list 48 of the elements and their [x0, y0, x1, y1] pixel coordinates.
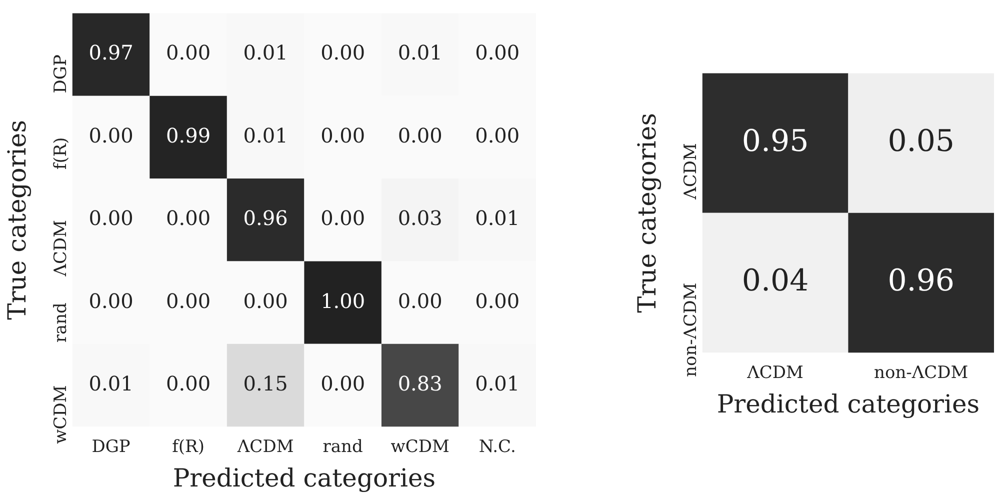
- y-tick-label: rand: [50, 302, 71, 343]
- data-label: 0.15: [243, 371, 288, 396]
- x-tick-label: rand: [322, 437, 363, 458]
- x-axis-title: Predicted categories: [172, 464, 436, 492]
- data-label: 0.97: [88, 40, 134, 65]
- data-label: 0.96: [243, 206, 288, 230]
- x-tick-label: ΛCDM: [236, 437, 294, 458]
- data-label: 0.04: [742, 264, 809, 299]
- x-axis-title: Predicted categories: [716, 390, 980, 418]
- y-tick-label: f(R): [50, 137, 71, 170]
- data-label: 0.00: [243, 288, 288, 313]
- data-label: 0.99: [166, 123, 211, 148]
- data-label: 0.01: [88, 371, 134, 396]
- data-label: 0.00: [88, 288, 134, 313]
- data-label: 0.01: [475, 371, 520, 396]
- data-label: 0.00: [320, 123, 366, 148]
- data-label: 0.95: [742, 124, 809, 159]
- data-label: 0.00: [320, 206, 366, 230]
- data-label: 0.00: [475, 288, 520, 313]
- data-label: 0.01: [475, 206, 520, 230]
- data-label: 0.00: [320, 371, 366, 396]
- x-tick-label: N.C.: [478, 437, 516, 458]
- data-label: 0.05: [888, 124, 954, 159]
- x-tick-label: DGP: [92, 437, 130, 458]
- data-label: 0.00: [166, 40, 211, 65]
- x-tick-label: f(R): [172, 437, 204, 458]
- data-label: 0.00: [475, 40, 520, 65]
- data-label: 0.03: [398, 206, 442, 230]
- y-tick-label: DGP: [50, 54, 71, 94]
- data-label: 0.00: [475, 123, 520, 148]
- data-label: 0.01: [243, 123, 288, 148]
- data-label: 0.00: [166, 371, 211, 396]
- data-label: 0.83: [398, 371, 442, 396]
- data-label: 0.00: [166, 288, 211, 313]
- data-label: 0.00: [398, 123, 442, 148]
- data-label: 0.00: [88, 206, 134, 230]
- y-axis-title: True categories: [2, 120, 32, 320]
- data-label: 0.00: [320, 40, 366, 65]
- data-label: 0.01: [398, 40, 442, 65]
- y-tick-label: ΛCDM: [50, 220, 71, 278]
- data-label: 0.96: [888, 264, 954, 299]
- data-label: 0.01: [243, 40, 288, 65]
- x-tick-label: wCDM: [390, 437, 450, 458]
- y-axis-title: True categories: [632, 112, 662, 313]
- data-label: 0.00: [398, 288, 442, 313]
- data-label: 1.00: [320, 288, 366, 313]
- data-label: 0.00: [88, 123, 134, 148]
- data-label: 0.00: [166, 206, 211, 230]
